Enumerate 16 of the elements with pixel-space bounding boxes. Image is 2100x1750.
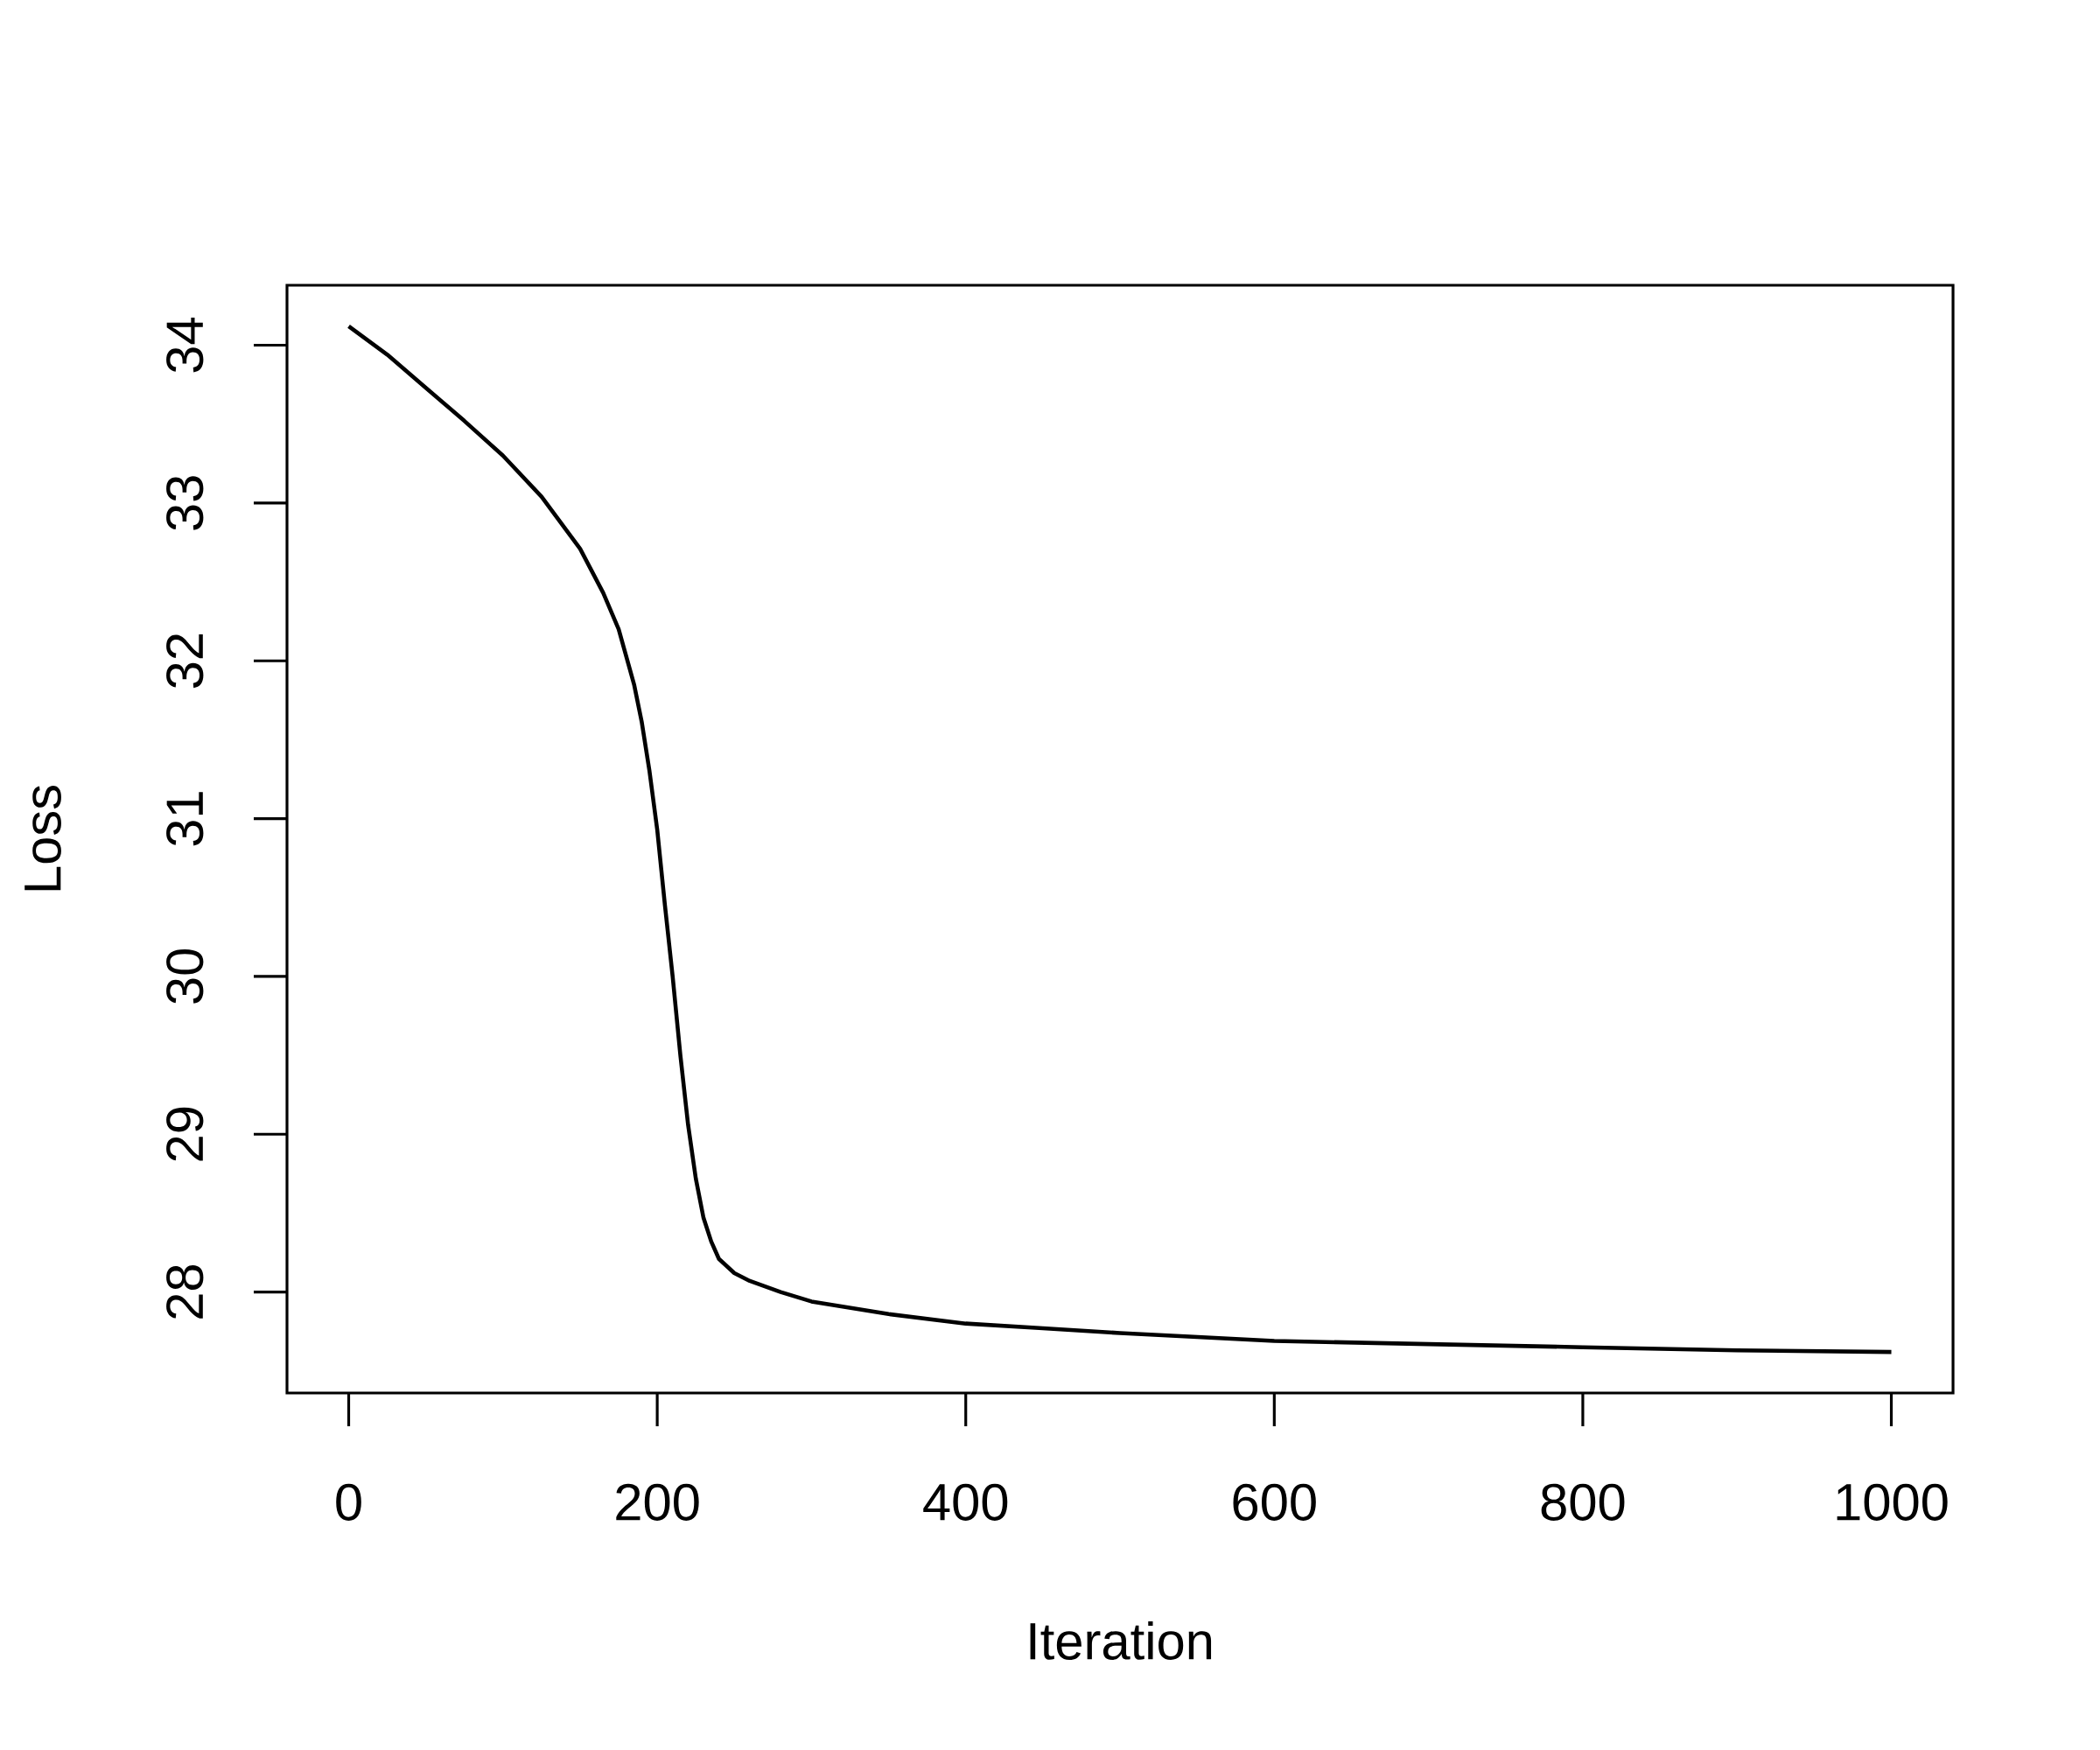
x-tick-label: 600	[1233, 1483, 1316, 1521]
y-tick-label: 34	[166, 318, 204, 373]
x-tick-label: 800	[1541, 1483, 1625, 1521]
line-series	[346, 324, 1894, 1354]
y-tick-label: 28	[166, 1264, 204, 1319]
x-tick-label: 400	[923, 1483, 1008, 1521]
y-tick-label: 31	[166, 792, 204, 846]
x-tick-label: 0	[336, 1483, 361, 1521]
y-tick-label: 32	[166, 634, 204, 689]
x-axis-title: Iteration	[1030, 1621, 1212, 1660]
y-tick-label: 30	[166, 948, 204, 1004]
y-tick-label: 33	[166, 476, 204, 530]
x-tick-label: 200	[616, 1483, 699, 1521]
y-tick-label: 29	[166, 1107, 204, 1161]
x-tick-label: 1000	[1837, 1483, 1948, 1521]
y-axis-title: Loss	[24, 786, 61, 891]
